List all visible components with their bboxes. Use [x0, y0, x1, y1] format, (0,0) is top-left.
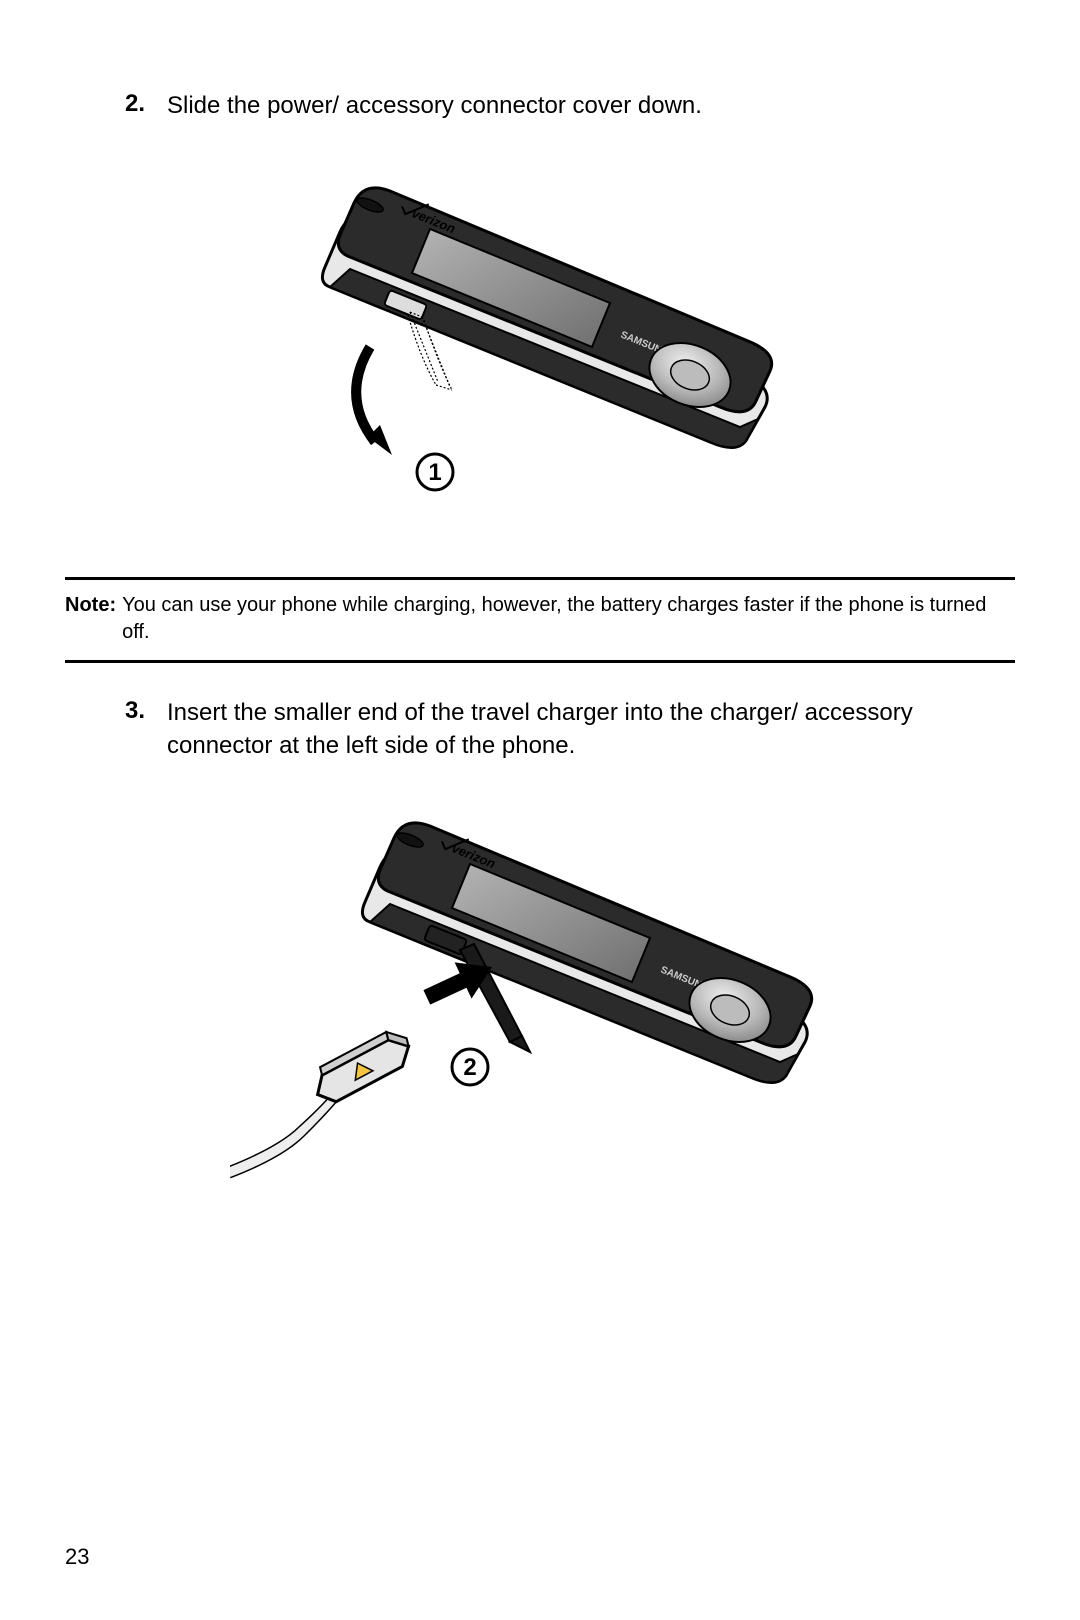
step-3: 3. Insert the smaller end of the travel …	[65, 697, 1015, 762]
step-2: 2. Slide the power/ accessory connector …	[65, 90, 1015, 122]
step-3-text: Insert the smaller end of the travel cha…	[167, 697, 1015, 762]
svg-text:1: 1	[428, 459, 441, 486]
note-block: Note: You can use your phone while charg…	[65, 577, 1015, 663]
step-3-number: 3.	[125, 697, 149, 725]
phone-illustration-2: verizon SAMSUNG	[230, 787, 850, 1187]
note-label: Note:	[65, 592, 116, 646]
callout-1: 1	[417, 454, 453, 490]
charger-plug	[230, 1025, 417, 1177]
note-text: You can use your phone while charging, h…	[122, 592, 1015, 646]
callout-2: 2	[452, 1049, 488, 1085]
figure-1: verizon SAMSUNG	[65, 147, 1015, 537]
svg-text:2: 2	[463, 1054, 476, 1081]
phone-illustration-1: verizon SAMSUNG	[260, 147, 820, 537]
step-2-text: Slide the power/ accessory connector cov…	[167, 90, 702, 122]
figure-2: verizon SAMSUNG	[65, 787, 1015, 1187]
step-2-number: 2.	[125, 90, 149, 118]
page-number: 23	[65, 1544, 89, 1570]
